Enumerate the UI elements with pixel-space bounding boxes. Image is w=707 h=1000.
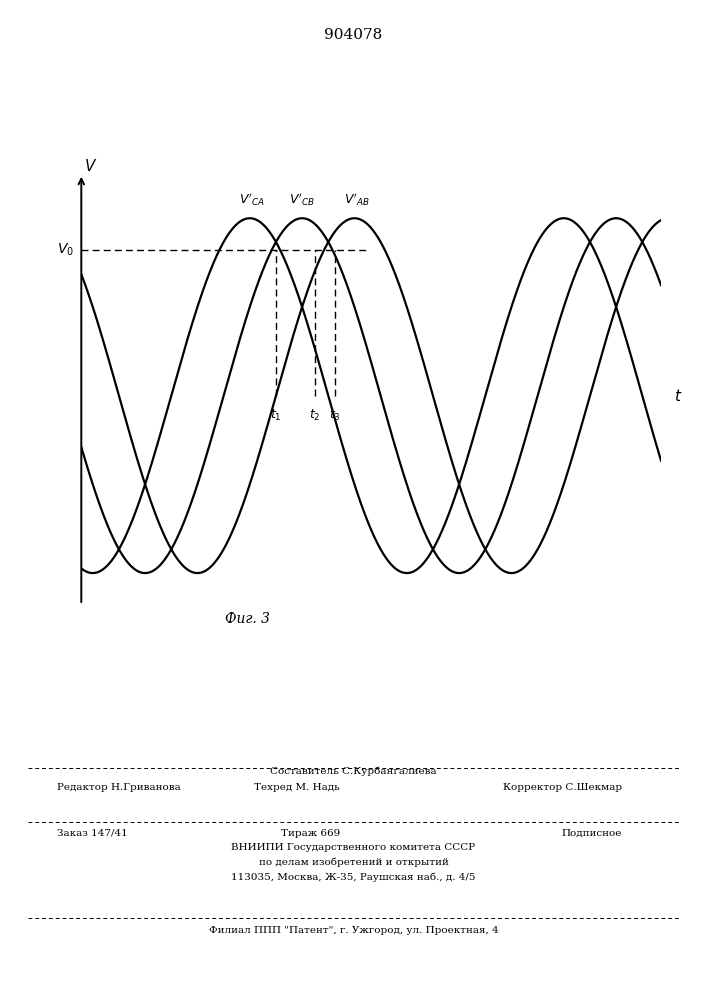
Text: $t_2$: $t_2$: [310, 408, 321, 423]
Text: $t_1$: $t_1$: [270, 408, 282, 423]
Text: Подписное: Подписное: [562, 829, 622, 838]
Text: Тираж 669: Тираж 669: [281, 829, 341, 838]
Text: $t$: $t$: [674, 388, 682, 404]
Text: по делам изобретений и открытий: по делам изобретений и открытий: [259, 857, 448, 867]
Text: $V'_{CA}$: $V'_{CA}$: [240, 191, 265, 208]
Text: $V'_{CB}$: $V'_{CB}$: [289, 191, 315, 208]
Text: Корректор С.Шекмар: Корректор С.Шекмар: [503, 783, 622, 792]
Text: $V_0$: $V_0$: [57, 242, 74, 258]
Text: Составитель С.Курбангалиева: Составитель С.Курбангалиева: [270, 766, 437, 776]
Text: Редактор Н.Гриванова: Редактор Н.Гриванова: [57, 783, 180, 792]
Text: Филиал ППП "Патент", г. Ужгород, ул. Проектная, 4: Филиал ППП "Патент", г. Ужгород, ул. Про…: [209, 926, 498, 935]
Text: 904078: 904078: [325, 28, 382, 42]
Text: ВНИИПИ Государственного комитета СССР: ВНИИПИ Государственного комитета СССР: [231, 843, 476, 852]
Text: 113035, Москва, Ж-35, Раушская наб., д. 4/5: 113035, Москва, Ж-35, Раушская наб., д. …: [231, 872, 476, 882]
Text: Фиг. 3: Фиг. 3: [225, 612, 270, 626]
Text: $V$: $V$: [84, 158, 97, 174]
Text: Заказ 147/41: Заказ 147/41: [57, 829, 127, 838]
Text: Техред М. Надь: Техред М. Надь: [254, 783, 340, 792]
Text: $t_3$: $t_3$: [329, 408, 341, 423]
Text: $V'_{AB}$: $V'_{AB}$: [344, 191, 370, 208]
